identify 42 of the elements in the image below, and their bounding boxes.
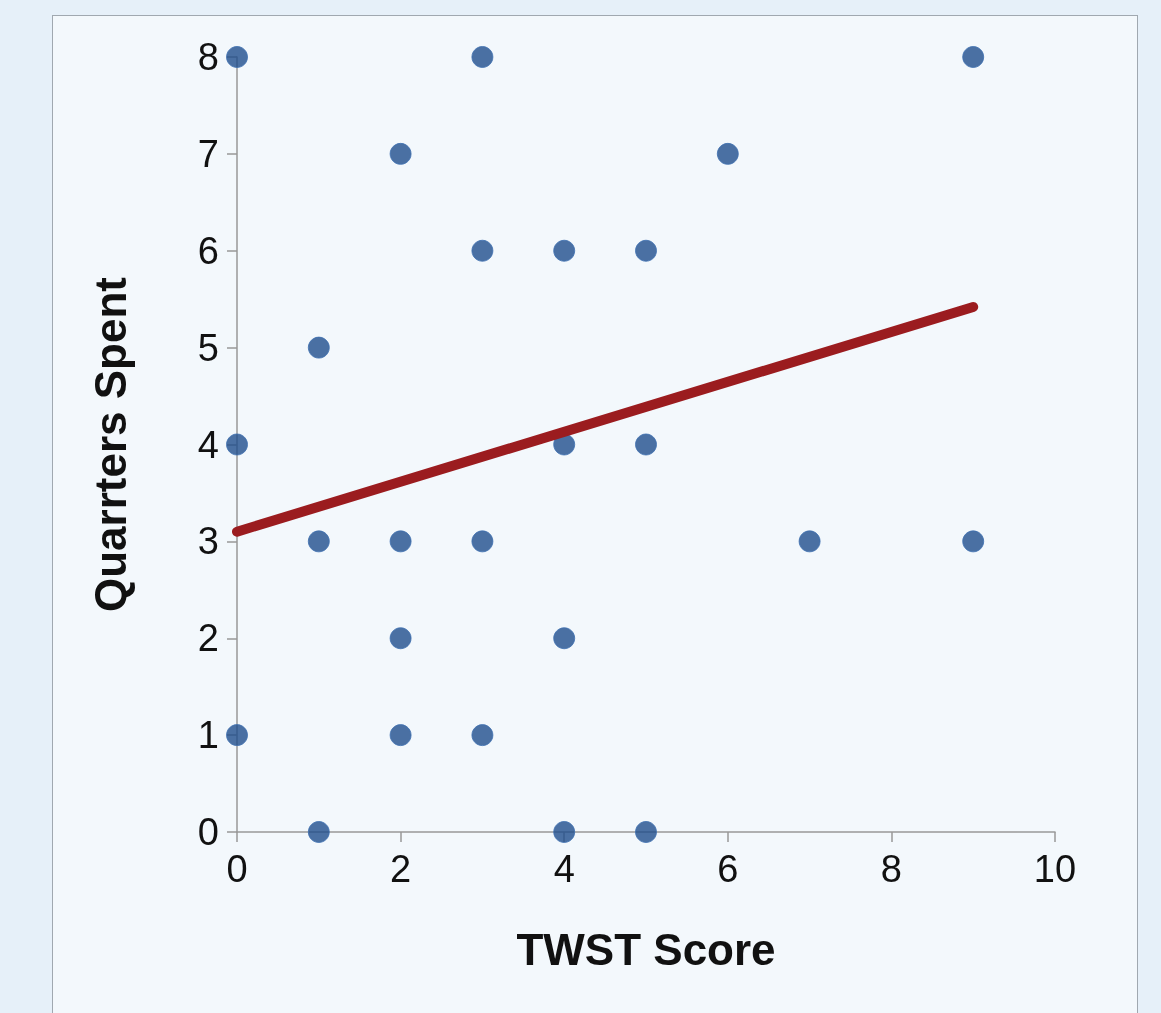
point bbox=[226, 724, 248, 747]
y-tick-label: 2 bbox=[197, 617, 219, 660]
point bbox=[553, 433, 576, 456]
point bbox=[635, 821, 657, 843]
point bbox=[471, 724, 494, 747]
point bbox=[389, 724, 412, 747]
point bbox=[307, 821, 330, 843]
point bbox=[962, 530, 985, 553]
point bbox=[226, 46, 248, 68]
x-tick-label: 0 bbox=[226, 848, 248, 890]
point bbox=[389, 530, 412, 553]
point bbox=[471, 239, 494, 262]
point bbox=[389, 142, 412, 165]
x-axis-title: TWST Score bbox=[516, 924, 776, 974]
x-tick-label: 10 bbox=[1033, 848, 1077, 890]
point bbox=[553, 239, 576, 262]
point bbox=[471, 46, 494, 68]
point bbox=[635, 433, 657, 456]
y-tick-label: 8 bbox=[197, 36, 219, 78]
x-tick-label: 6 bbox=[717, 848, 739, 890]
y-tick-label: 5 bbox=[197, 326, 219, 369]
point bbox=[471, 530, 494, 553]
point bbox=[389, 627, 412, 650]
y-tick-label: 6 bbox=[197, 229, 219, 272]
y-tick-label: 0 bbox=[197, 811, 219, 853]
x-tick-label: 8 bbox=[880, 848, 902, 890]
point bbox=[798, 530, 821, 553]
y-tick-label: 3 bbox=[197, 520, 219, 563]
x-tick-label: 2 bbox=[390, 848, 412, 890]
point bbox=[962, 46, 985, 68]
point bbox=[307, 530, 330, 553]
x-tick-label: 4 bbox=[553, 848, 575, 890]
y-tick-label: 4 bbox=[197, 423, 219, 466]
y-axis-title: Quarrters Spent bbox=[85, 276, 135, 612]
point bbox=[716, 142, 739, 165]
y-tick-label: 1 bbox=[197, 714, 219, 757]
y-tick-label: 7 bbox=[197, 132, 219, 175]
point bbox=[553, 821, 576, 843]
point bbox=[635, 239, 657, 262]
point bbox=[226, 433, 248, 456]
point bbox=[307, 336, 330, 359]
point bbox=[553, 627, 576, 650]
